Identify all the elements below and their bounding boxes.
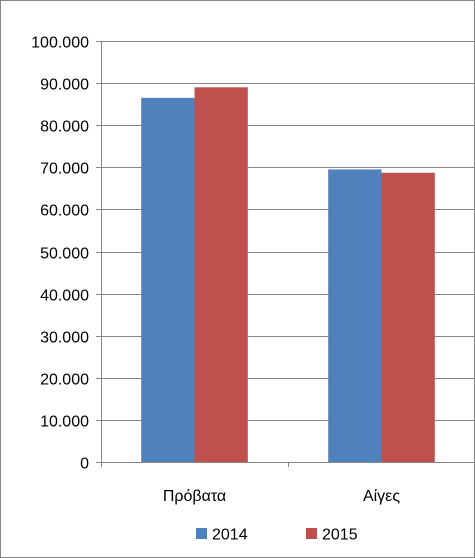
- legend-label: 2014: [212, 527, 248, 544]
- y-tick-label: 0: [80, 456, 89, 473]
- x-axis-tick-labels: Πρόβατα Αίγες: [163, 488, 401, 505]
- y-tick-label: 100.000: [31, 35, 89, 52]
- bar-2015-1: [381, 172, 435, 462]
- bar-2014-0: [141, 97, 195, 463]
- x-tick-label: Πρόβατα: [163, 488, 226, 505]
- y-tick-label: 80.000: [40, 119, 89, 136]
- y-tick-label: 20.000: [40, 372, 89, 389]
- y-tick-label: 60.000: [40, 203, 89, 220]
- axes: [96, 41, 475, 467]
- bar-2015-0: [194, 87, 248, 462]
- bars: [141, 87, 435, 463]
- legend-swatch-2015: [306, 528, 317, 539]
- legend-label: 2015: [322, 527, 358, 544]
- y-tick-label: 40.000: [40, 288, 89, 305]
- y-tick-label: 30.000: [40, 330, 89, 347]
- y-tick-label: 70.000: [40, 161, 89, 178]
- x-tick-label: Αίγες: [363, 488, 400, 505]
- legend-swatch-2014: [196, 528, 207, 539]
- legend: 2014 2015: [196, 527, 358, 544]
- y-tick-label: 90.000: [40, 77, 89, 94]
- y-tick-label: 50.000: [40, 246, 89, 263]
- bar-2014-1: [328, 169, 382, 462]
- y-axis-tick-labels: 0 10.000 20.000 30.000 40.000 50.000 60.000 70.…: [31, 35, 89, 473]
- y-tick-label: 10.000: [40, 414, 89, 431]
